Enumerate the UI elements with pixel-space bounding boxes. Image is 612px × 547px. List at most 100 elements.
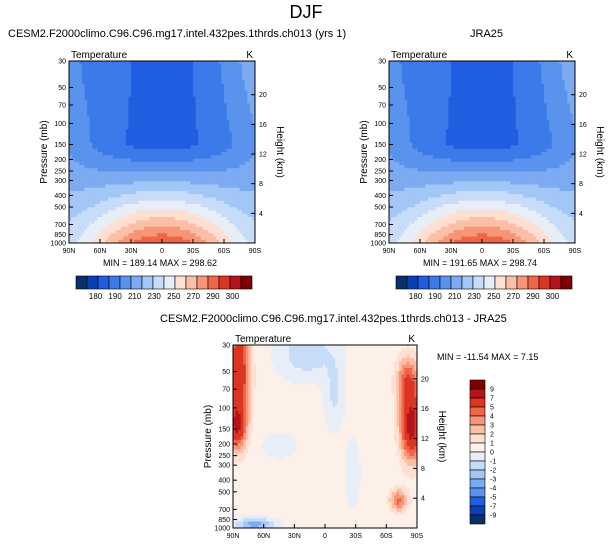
heatmap-cell xyxy=(71,109,75,114)
heatmap-cell xyxy=(244,90,248,94)
heatmap-cell xyxy=(203,77,207,81)
heatmap-cell xyxy=(198,96,202,101)
heatmap-cell xyxy=(193,100,196,104)
heatmap-cell xyxy=(156,64,160,68)
heatmap-cell xyxy=(226,93,230,98)
heatmap-cell xyxy=(427,67,431,72)
heatmap-cell xyxy=(247,194,251,198)
heatmap-cell xyxy=(213,171,217,176)
heatmap-cell xyxy=(185,77,189,81)
heatmap-cell xyxy=(89,194,93,198)
heatmap-cell xyxy=(120,165,124,169)
heatmap-cell xyxy=(538,83,542,88)
heatmap-cell xyxy=(247,168,251,172)
heatmap-cell xyxy=(252,184,256,189)
heatmap-cell xyxy=(396,64,400,68)
heatmap-cell xyxy=(136,87,140,91)
heatmap-cell xyxy=(404,100,408,104)
heatmap-cell xyxy=(218,226,222,231)
heatmap-cell xyxy=(200,67,204,72)
heatmap-cell xyxy=(187,77,191,81)
heatmap-cell xyxy=(218,158,222,163)
heatmap-cell xyxy=(174,174,178,179)
heatmap-cell xyxy=(128,155,132,159)
heatmap-cell xyxy=(112,80,116,85)
heatmap-cell xyxy=(234,239,238,244)
heatmap-cell xyxy=(162,158,165,163)
heatmap-cell xyxy=(69,126,72,130)
heatmap-cell xyxy=(218,165,222,169)
heatmap-cell xyxy=(453,80,457,85)
heatmap-cell xyxy=(141,158,145,163)
heatmap-cell xyxy=(487,67,491,72)
heatmap-cell xyxy=(229,122,233,127)
heatmap-cell xyxy=(169,139,173,143)
heatmap-cell xyxy=(213,61,217,65)
heatmap-cell xyxy=(177,223,181,228)
heatmap-cell xyxy=(177,61,181,65)
heatmap-cell xyxy=(187,122,191,127)
x-tick-label: 30S xyxy=(187,248,200,255)
heatmap-cell xyxy=(236,70,240,75)
heatmap-cell xyxy=(81,129,85,133)
heatmap-cell xyxy=(174,80,178,85)
heatmap-cell xyxy=(102,239,106,244)
heatmap-cell xyxy=(249,74,253,78)
heatmap-cell xyxy=(249,113,253,117)
heatmap-cell xyxy=(502,67,506,72)
heatmap-cell xyxy=(218,100,222,104)
heatmap-cell xyxy=(120,100,124,104)
heatmap-cell xyxy=(100,223,103,228)
heatmap-cell xyxy=(151,77,155,81)
heatmap-cell xyxy=(249,70,253,75)
heatmap-cell xyxy=(115,220,119,224)
heatmap-cell xyxy=(221,158,225,163)
heatmap-cell xyxy=(100,90,103,94)
heatmap-cell xyxy=(133,135,137,140)
heatmap-cell xyxy=(76,119,80,124)
heatmap-cell xyxy=(169,200,173,205)
heatmap-cell xyxy=(76,113,80,117)
heatmap-cell xyxy=(435,93,439,98)
heatmap-cell xyxy=(236,230,240,234)
heatmap-cell xyxy=(110,77,114,81)
heatmap-cell xyxy=(159,191,163,195)
heatmap-cell xyxy=(546,90,550,94)
heatmap-cell xyxy=(247,178,251,182)
heatmap-cell xyxy=(198,109,202,114)
heatmap-cell xyxy=(120,155,124,159)
heatmap-cell xyxy=(389,74,392,78)
heatmap-cell xyxy=(247,87,251,91)
heatmap-cell xyxy=(187,165,191,169)
heatmap-cell xyxy=(143,126,147,130)
heatmap-cell xyxy=(216,181,220,185)
heatmap-cell xyxy=(216,77,220,81)
heatmap-cell xyxy=(200,184,204,189)
heatmap-cell xyxy=(159,83,163,88)
heatmap-cell xyxy=(213,64,217,68)
heatmap-cell xyxy=(216,230,220,234)
heatmap-cell xyxy=(244,77,248,81)
heatmap-cell xyxy=(422,80,426,85)
heatmap-cell xyxy=(112,109,116,114)
heatmap-cell xyxy=(224,126,227,130)
heatmap-cell xyxy=(128,90,132,94)
heatmap-cell xyxy=(185,64,189,68)
heatmap-cell xyxy=(438,77,442,81)
heatmap-cell xyxy=(136,119,140,124)
heatmap-cell xyxy=(105,67,109,72)
heatmap-cell xyxy=(247,142,251,146)
heatmap-cell xyxy=(87,194,91,198)
heatmap-cell xyxy=(546,93,550,98)
heatmap-cell xyxy=(474,67,478,72)
heatmap-cell xyxy=(123,168,127,172)
heatmap-cell xyxy=(97,230,101,234)
heatmap-cell xyxy=(151,161,155,166)
heatmap-cell xyxy=(94,155,98,159)
heatmap-cell xyxy=(242,223,246,228)
heatmap-cell xyxy=(69,233,72,237)
heatmap-cell xyxy=(94,142,98,146)
heatmap-cell xyxy=(102,122,106,127)
heatmap-cell xyxy=(409,61,413,65)
heatmap-cell xyxy=(531,90,535,94)
